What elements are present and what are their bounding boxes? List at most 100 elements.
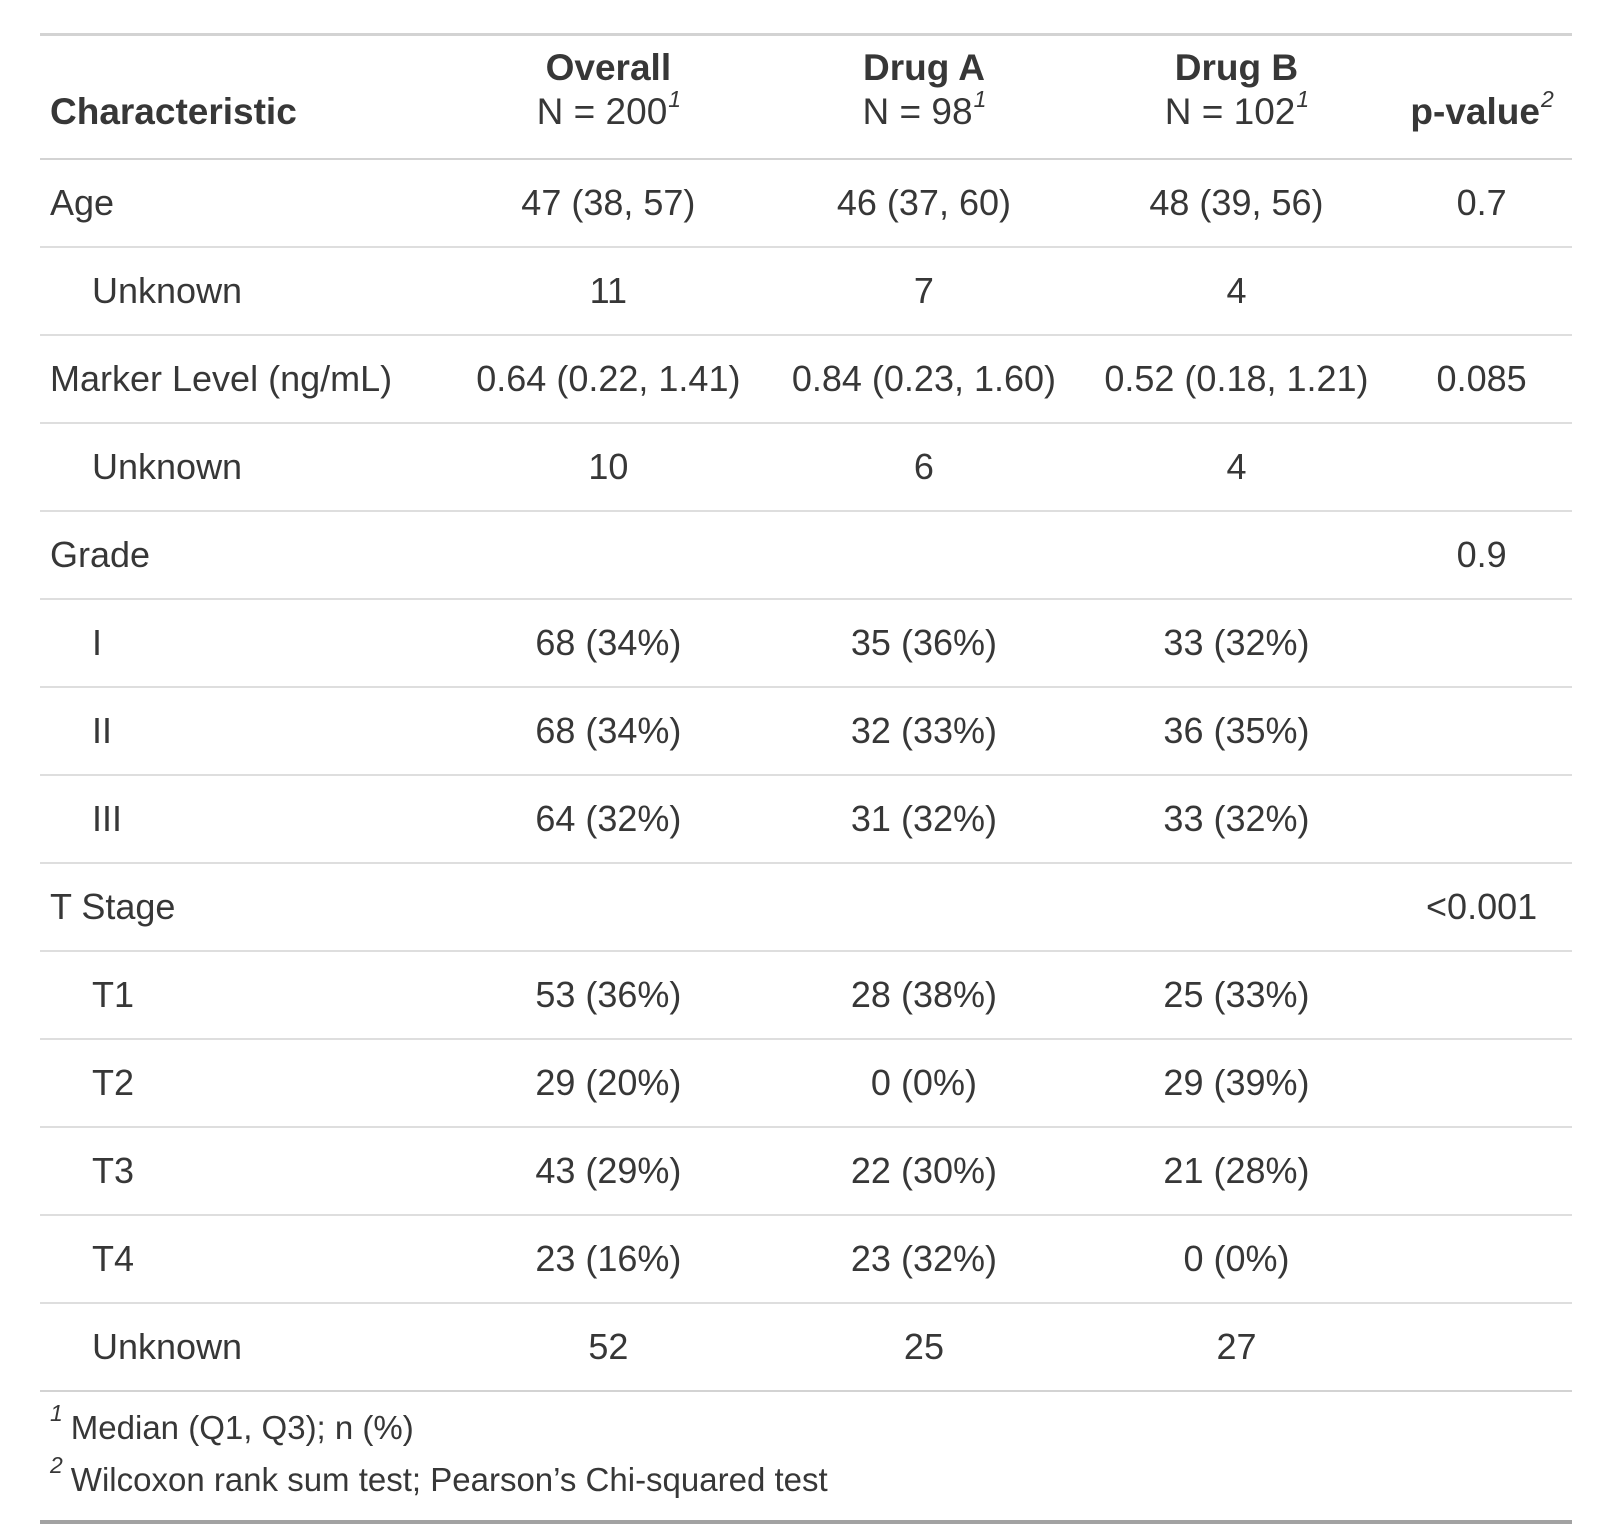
table-row-age-unknown: Unknown 11 7 4	[40, 247, 1572, 335]
cell-overall: 29 (20%)	[535, 1062, 682, 1103]
cell-p-value: <0.001	[1426, 886, 1538, 927]
footnote-marker-1: 1	[50, 1400, 63, 1426]
cell-drug-a: 35 (36%)	[850, 622, 997, 663]
cell-overall: 47 (38, 57)	[521, 182, 696, 223]
cell-p-value	[1391, 1303, 1572, 1391]
table-row-grade-3: III 64 (32%) 31 (32%) 33 (32%)	[40, 775, 1572, 863]
cell-drug-b: 25 (33%)	[1163, 974, 1310, 1015]
row-label: Age	[50, 182, 115, 223]
footnote-ref-1: 1	[1296, 85, 1310, 112]
row-label: II	[92, 710, 113, 751]
table-row-age: Age 47 (38, 57) 46 (37, 60) 48 (39, 56) …	[40, 159, 1572, 247]
cell-drug-b: 21 (28%)	[1163, 1150, 1310, 1191]
cell-p-value	[1391, 951, 1572, 1039]
row-label: Unknown	[92, 446, 243, 487]
cell-drug-b: 48 (39, 56)	[1149, 182, 1324, 223]
cell-p-value	[1391, 775, 1572, 863]
cell-drug-a: 6	[913, 446, 934, 487]
column-header-characteristic: Characteristic	[40, 34, 451, 160]
cell-p-value	[1391, 423, 1572, 511]
cell-drug-a: 32 (33%)	[850, 710, 997, 751]
footnote-2: 2 Wilcoxon rank sum test; Pearson’s Chi-s…	[40, 1454, 1572, 1522]
table-row-t1: T1 53 (36%) 28 (38%) 25 (33%)	[40, 951, 1572, 1039]
table-row-grade: Grade 0.9	[40, 511, 1572, 599]
row-label: T4	[92, 1238, 135, 1279]
summary-table: Characteristic Overall N = 2001 Drug A N…	[40, 33, 1572, 1524]
column-header-drug-b: Drug B N = 1021	[1081, 34, 1392, 160]
table-body: Age 47 (38, 57) 46 (37, 60) 48 (39, 56) …	[40, 159, 1572, 1391]
cell-drug-a: 28 (38%)	[850, 974, 997, 1015]
row-label: T2	[92, 1062, 135, 1103]
row-label: T1	[92, 974, 135, 1015]
cell-drug-b: 0 (0%)	[1183, 1238, 1290, 1279]
cell-drug-b	[1082, 511, 1391, 599]
footnote-1: 1 Median (Q1, Q3); n (%)	[40, 1390, 1572, 1454]
column-header-drug-a: Drug A N = 981	[766, 34, 1082, 160]
cell-overall	[451, 511, 767, 599]
row-label: Grade	[50, 534, 151, 575]
cell-overall: 52	[588, 1326, 629, 1367]
cell-drug-a: 31 (32%)	[850, 798, 997, 839]
cell-p-value	[1391, 599, 1572, 687]
cell-drug-a: 46 (37, 60)	[836, 182, 1011, 223]
footnote-marker-2: 2	[50, 1452, 63, 1478]
cell-drug-a: 0 (0%)	[870, 1062, 977, 1103]
column-header-p-value: p-value2	[1391, 34, 1572, 160]
table-row-t4: T4 23 (16%) 23 (32%) 0 (0%)	[40, 1215, 1572, 1303]
cell-p-value	[1391, 247, 1572, 335]
column-n: N = 2001	[536, 85, 682, 132]
cell-p-value: 0.7	[1456, 182, 1507, 223]
cell-drug-b: 33 (32%)	[1163, 798, 1310, 839]
cell-p-value	[1391, 1127, 1572, 1215]
column-title: p-value	[1410, 91, 1540, 132]
cell-drug-a: 22 (30%)	[850, 1150, 997, 1191]
cell-p-value	[1391, 1039, 1572, 1127]
cell-drug-b: 4	[1226, 446, 1247, 487]
footnote-text: Median (Q1, Q3); n (%)	[70, 1409, 414, 1446]
cell-overall: 68 (34%)	[535, 622, 682, 663]
cell-drug-b: 27	[1216, 1326, 1257, 1367]
table-row-marker-unknown: Unknown 10 6 4	[40, 423, 1572, 511]
row-label: I	[92, 622, 103, 663]
row-label: III	[92, 798, 123, 839]
summary-table-container: Characteristic Overall N = 2001 Drug A N…	[40, 33, 1572, 1524]
cell-overall	[451, 863, 767, 951]
cell-drug-a: 23 (32%)	[850, 1238, 997, 1279]
row-label: Marker Level (ng/mL)	[50, 358, 393, 399]
column-n: N = 1021	[1164, 85, 1310, 132]
column-header-overall: Overall N = 2001	[450, 34, 767, 160]
column-title: Drug A	[862, 47, 985, 88]
cell-p-value: 0.085	[1436, 358, 1527, 399]
footnote-ref-1: 1	[973, 85, 987, 112]
cell-overall: 43 (29%)	[535, 1150, 682, 1191]
table-row-marker-level: Marker Level (ng/mL) 0.64 (0.22, 1.41) 0…	[40, 335, 1572, 423]
table-row-t3: T3 43 (29%) 22 (30%) 21 (28%)	[40, 1127, 1572, 1215]
footnote-row-1: 1 Median (Q1, Q3); n (%)	[40, 1390, 1572, 1454]
column-title: Characteristic	[50, 91, 297, 132]
footnote-ref-1: 1	[668, 85, 682, 112]
cell-overall: 11	[589, 270, 628, 311]
cell-drug-a	[766, 511, 1082, 599]
table-row-grade-1: I 68 (34%) 35 (36%) 33 (32%)	[40, 599, 1572, 687]
cell-drug-b: 29 (39%)	[1163, 1062, 1310, 1103]
table-header: Characteristic Overall N = 2001 Drug A N…	[40, 34, 1572, 160]
row-label: T3	[92, 1150, 135, 1191]
cell-overall: 10	[588, 446, 629, 487]
column-title: Drug B	[1174, 47, 1299, 88]
cell-drug-b: 0.52 (0.18, 1.21)	[1104, 358, 1369, 399]
cell-drug-a: 7	[913, 270, 934, 311]
cell-p-value	[1391, 687, 1572, 775]
table-row-t-stage-unknown: Unknown 52 25 27	[40, 1303, 1572, 1391]
row-label: Unknown	[92, 270, 243, 311]
table-row-t-stage: T Stage <0.001	[40, 863, 1572, 951]
cell-overall: 68 (34%)	[535, 710, 682, 751]
footnote-text: Wilcoxon rank sum test; Pearson’s Chi-sq…	[70, 1461, 828, 1498]
cell-drug-b: 4	[1226, 270, 1247, 311]
header-row: Characteristic Overall N = 2001 Drug A N…	[40, 34, 1572, 160]
column-title: Overall	[545, 47, 672, 88]
cell-overall: 23 (16%)	[535, 1238, 682, 1279]
cell-p-value: 0.9	[1456, 534, 1507, 575]
column-n: N = 981	[862, 85, 987, 132]
cell-drug-b	[1082, 863, 1391, 951]
cell-drug-b: 36 (35%)	[1163, 710, 1310, 751]
